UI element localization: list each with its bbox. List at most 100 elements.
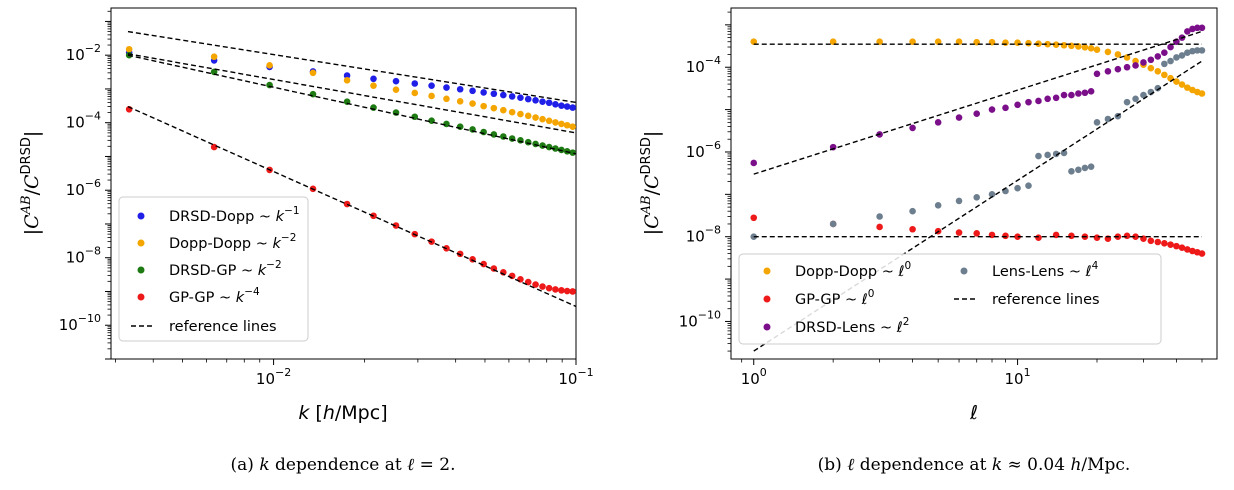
a-legend-marker [137,266,145,274]
a-data-point [558,287,565,294]
b-data-point [1002,104,1009,112]
a-data-point [539,98,546,105]
b-data-point [1161,49,1168,57]
b-data-point [1025,98,1032,106]
b-data-point [1161,239,1168,247]
a-data-point [456,98,464,105]
b-data-point [1052,41,1060,49]
b-data-point [1194,24,1201,32]
b-data-point [1081,89,1089,97]
b-legend-label: Lens-Lens ~ ℓ4 [992,260,1099,280]
b-data-point [1044,151,1051,159]
b-legend-marker [763,295,771,303]
b-data-point [1060,91,1068,99]
b-data-point [1189,47,1196,55]
b-y-tick-label: 10−8 [686,224,721,246]
a-series [125,49,576,111]
a-data-point [539,115,546,123]
a-legend-marker [137,293,145,301]
b-y-tick-label: 10−10 [679,308,721,330]
a-data-point [210,53,218,61]
b-data-point [1123,232,1131,240]
a-data-point [569,123,576,131]
a-series [125,105,576,295]
b-series [750,214,1206,257]
a-data-point [532,97,539,104]
a-data-point [411,89,419,97]
a-data-point [552,145,559,152]
a-legend-label: GP-GP ~ k−4 [169,286,260,306]
b-data-point [1087,163,1095,170]
b-data-point [1132,233,1139,241]
a-data-point [469,87,476,95]
b-data-point [1147,237,1155,245]
a-data-point [411,80,419,87]
b-legend-label: Dopp-Dopp ~ ℓ0 [795,260,911,280]
a-legend-label: DRSD-GP ~ k−2 [169,259,282,279]
a-reference-line [127,105,576,308]
a-legend-label: Dopp-Dopp ~ k−2 [169,232,296,252]
a-data-point [563,103,571,110]
a-data-point [539,283,546,290]
a-legend-marker [137,212,145,220]
a-data-point [469,100,476,107]
a-series [125,45,576,131]
a-reference-line [127,53,576,134]
b-data-point [1161,60,1168,68]
b-data-point [973,110,981,118]
legend-a: DRSD-Dopp ~ k−1 Dopp-Dopp ~ k−2 DRSD-GP ~ … [118,196,309,342]
a-data-point [532,140,539,148]
a-y-tick-label: 10−8 [66,245,101,267]
a-data-point [480,89,487,96]
b-data-point [1104,68,1112,75]
a-data-point [490,90,498,98]
b-data-point [1140,59,1147,66]
a-data-point [443,95,450,103]
a-data-point [517,94,524,102]
b-data-point [829,220,837,228]
legend-b: Dopp-Dopp ~ ℓ0 GP-GP ~ ℓ0 DRSD-Lens ~ ℓ2 Le… [738,253,1162,345]
b-data-point [829,38,837,46]
plot-frame-b [730,7,1218,360]
b-data-point [1014,233,1021,241]
b-reference-line [753,30,1203,175]
a-data-point [545,99,553,107]
b-data-point [1167,43,1174,51]
caption-a: (a) k dependence at ℓ = 2. [231,455,456,475]
b-data-point [1123,54,1131,61]
b-data-point [1035,97,1042,105]
a-x-tick-label: 10−2 [256,366,291,388]
b-y-tick-label: 10−4 [686,54,721,76]
a-data-point [456,85,464,93]
b-data-point [1154,68,1162,75]
a-data-point [539,142,546,149]
a-reference-line [127,30,576,104]
a-data-point [508,108,516,116]
a-data-point [370,75,377,83]
b-y-tick-label: 10−6 [686,139,721,161]
b-data-point [1194,47,1201,54]
y-axis-label-a: |CAB/CDRSD| [19,131,43,236]
b-data-point [1093,119,1101,126]
a-data-point [343,77,351,84]
b-data-point [1104,48,1112,56]
b-data-point [1068,232,1075,240]
b-data-point [1093,46,1101,53]
b-data-point [1173,78,1180,85]
b-data-point [876,213,883,220]
b-data-point [1014,101,1021,109]
b-data-point [1114,51,1122,58]
a-data-point [552,286,559,293]
b-legend-label: DRSD-Lens ~ ℓ2 [795,316,909,336]
b-data-point [1035,152,1042,160]
a-data-point [343,72,351,79]
a-data-point [480,128,487,136]
b-data-point [1184,28,1191,35]
a-data-point [569,288,576,295]
b-data-point [1044,95,1051,103]
b-data-point [909,124,916,132]
b-data-point [1087,44,1095,52]
a-y-tick-label: 10−4 [66,110,101,132]
a-data-point [392,86,400,93]
a-y-tick-label: 10−10 [59,312,101,334]
